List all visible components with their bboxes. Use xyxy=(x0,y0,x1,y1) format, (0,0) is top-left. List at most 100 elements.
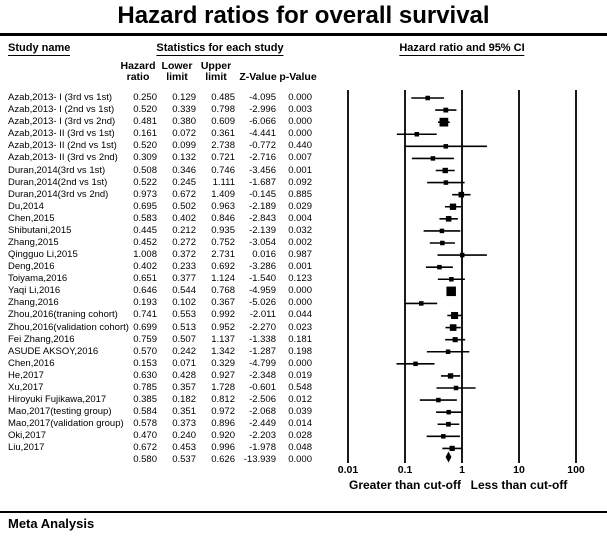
p-cell: 0.000 xyxy=(288,116,312,128)
z-cell: -2.189 xyxy=(249,200,276,212)
upper-cell: 2.731 xyxy=(211,249,235,261)
study-name-cell: Oki,2017 xyxy=(8,430,47,442)
table-row: Fei Zhang,2016 0.759 0.507 1.137 -1.338 0.181 xyxy=(8,334,312,346)
effect-marker xyxy=(447,373,454,379)
z-cell: -0.772 xyxy=(249,140,276,152)
z-cell: -2.139 xyxy=(249,224,276,236)
upper-cell: 0.846 xyxy=(211,212,235,224)
hr-cell: 0.630 xyxy=(133,369,157,381)
upper-cell: 0.329 xyxy=(211,357,235,369)
table-row: Zhang,2016 0.193 0.102 0.367 -5.026 0.000 xyxy=(8,297,312,309)
effect-marker xyxy=(425,95,430,101)
p-cell: 0.181 xyxy=(288,333,312,345)
hr-cell: 0.672 xyxy=(133,442,157,454)
hr-cell: 0.385 xyxy=(133,393,157,405)
table-row: Liu,2017 0.672 0.453 0.996 -1.978 0.048 xyxy=(8,442,312,454)
study-name-cell: Hiroyuki Fujikawa,2017 xyxy=(8,393,107,405)
axis-tick-label: 100 xyxy=(567,464,585,476)
hr-cell: 0.646 xyxy=(133,285,157,297)
subheader-line: Upper xyxy=(200,60,232,72)
p-cell: 0.023 xyxy=(288,321,312,333)
study-name-cell: Deng,2016 xyxy=(8,261,55,273)
p-cell: 0.885 xyxy=(288,188,312,200)
upper-cell: 0.367 xyxy=(211,297,235,309)
study-name-cell: Mao,2017(validation group) xyxy=(8,418,124,430)
axis-tick-label: 10 xyxy=(513,464,525,476)
effect-marker xyxy=(459,252,465,258)
effect-marker xyxy=(413,361,418,367)
p-cell: 0.123 xyxy=(288,273,312,285)
lower-cell: 0.402 xyxy=(172,212,196,224)
upper-cell: 0.972 xyxy=(211,406,235,418)
column-header-stats: Statistics for each study xyxy=(156,42,284,56)
table-row: Oki,2017 0.470 0.240 0.920 -2.203 0.028 xyxy=(8,430,312,442)
upper-cell: 1.124 xyxy=(211,273,235,285)
hr-cell: 0.570 xyxy=(133,345,157,357)
table-row: Shibutani,2015 0.445 0.212 0.935 -2.139 0.032 xyxy=(8,225,312,237)
hr-cell: 0.520 xyxy=(133,104,157,116)
upper-cell: 1.111 xyxy=(212,176,235,188)
z-cell: -1.338 xyxy=(249,333,276,345)
effect-marker xyxy=(446,421,451,427)
study-name-cell: Azab,2013- II (3rd vs 1st) xyxy=(8,128,115,140)
subheader-z-value: Z-Value xyxy=(239,61,276,83)
table-row: Azab,2013- I (3rd vs 2nd) 0.481 0.380 0.609… xyxy=(8,116,312,128)
upper-cell: 0.609 xyxy=(211,116,235,128)
hr-cell: 0.481 xyxy=(133,116,157,128)
study-name-cell: Duran,2014(2nd vs 1st) xyxy=(8,176,108,188)
table-row: Du,2014 0.695 0.502 0.963 -2.189 0.029 xyxy=(8,201,312,213)
lower-cell: 0.212 xyxy=(172,224,196,236)
effect-marker xyxy=(414,131,420,137)
subheader-line: limit xyxy=(205,71,227,83)
stats-table: Azab,2013- I (3rd vs 1st) 0.250 0.129 0.485… xyxy=(8,92,312,466)
effect-marker xyxy=(441,434,446,439)
table-row: Azab,2013- II (3rd vs 2nd) 0.309 0.132 0.72… xyxy=(8,152,312,164)
lower-cell: 0.240 xyxy=(172,430,196,442)
table-row: Duran,2014(3rd vs 2nd) 0.973 0.672 1.409 -0.… xyxy=(8,189,312,201)
subheader-upper-limit: Upper limit xyxy=(201,61,231,83)
p-cell: 0.000 xyxy=(288,454,312,466)
axis-tick-label: 1 xyxy=(459,464,465,476)
z-cell: -3.456 xyxy=(249,164,276,176)
z-cell: -13.939 xyxy=(243,454,276,466)
z-cell: -2.843 xyxy=(249,212,276,224)
table-row: Yaqi Li,2016 0.646 0.544 0.768 -4.959 0.000 xyxy=(8,285,312,297)
subheader-line: ratio xyxy=(126,71,150,83)
study-name-cell: Toiyama,2016 xyxy=(8,273,68,285)
table-row: 0.580 0.537 0.626 -13.939 0.000 xyxy=(8,454,312,466)
lower-cell: 0.513 xyxy=(172,321,196,333)
effect-marker xyxy=(449,203,457,210)
hr-cell: 0.522 xyxy=(133,176,157,188)
lower-cell: 0.537 xyxy=(172,454,196,466)
study-name-cell: Azab,2013- II (3rd vs 2nd) xyxy=(8,152,118,164)
effect-marker xyxy=(439,117,449,127)
lower-cell: 0.372 xyxy=(172,249,196,261)
p-cell: 0.198 xyxy=(288,345,312,357)
p-cell: 0.000 xyxy=(288,128,312,140)
upper-cell: 0.626 xyxy=(211,454,235,466)
p-cell: 0.007 xyxy=(288,152,312,164)
p-cell: 0.000 xyxy=(288,297,312,309)
effect-marker xyxy=(439,228,445,234)
lower-cell: 0.272 xyxy=(172,236,196,248)
study-name-cell: Azab,2013- I (3rd vs 1st) xyxy=(8,92,113,104)
hr-cell: 0.584 xyxy=(133,406,157,418)
effect-marker xyxy=(458,191,465,198)
table-row: Duran,2014(3rd vs 1st) 0.508 0.346 0.746 -3.… xyxy=(8,164,312,176)
lower-cell: 0.339 xyxy=(172,104,196,116)
lower-cell: 0.453 xyxy=(172,442,196,454)
study-name-cell: Mao,2017(testing group) xyxy=(8,406,112,418)
table-row: He,2017 0.630 0.428 0.927 -2.348 0.019 xyxy=(8,370,312,382)
hr-cell: 0.508 xyxy=(133,164,157,176)
effect-marker xyxy=(453,385,459,391)
p-cell: 0.987 xyxy=(288,249,312,261)
z-cell: -2.011 xyxy=(249,309,276,321)
effect-marker xyxy=(446,409,451,415)
upper-cell: 0.361 xyxy=(211,128,235,140)
z-cell: -2.203 xyxy=(249,430,276,442)
bottom-rule xyxy=(0,511,607,513)
subheader-p-value: p-Value xyxy=(279,61,316,83)
z-cell: -1.687 xyxy=(249,176,276,188)
p-cell: 0.028 xyxy=(288,430,312,442)
lower-cell: 0.544 xyxy=(172,285,196,297)
